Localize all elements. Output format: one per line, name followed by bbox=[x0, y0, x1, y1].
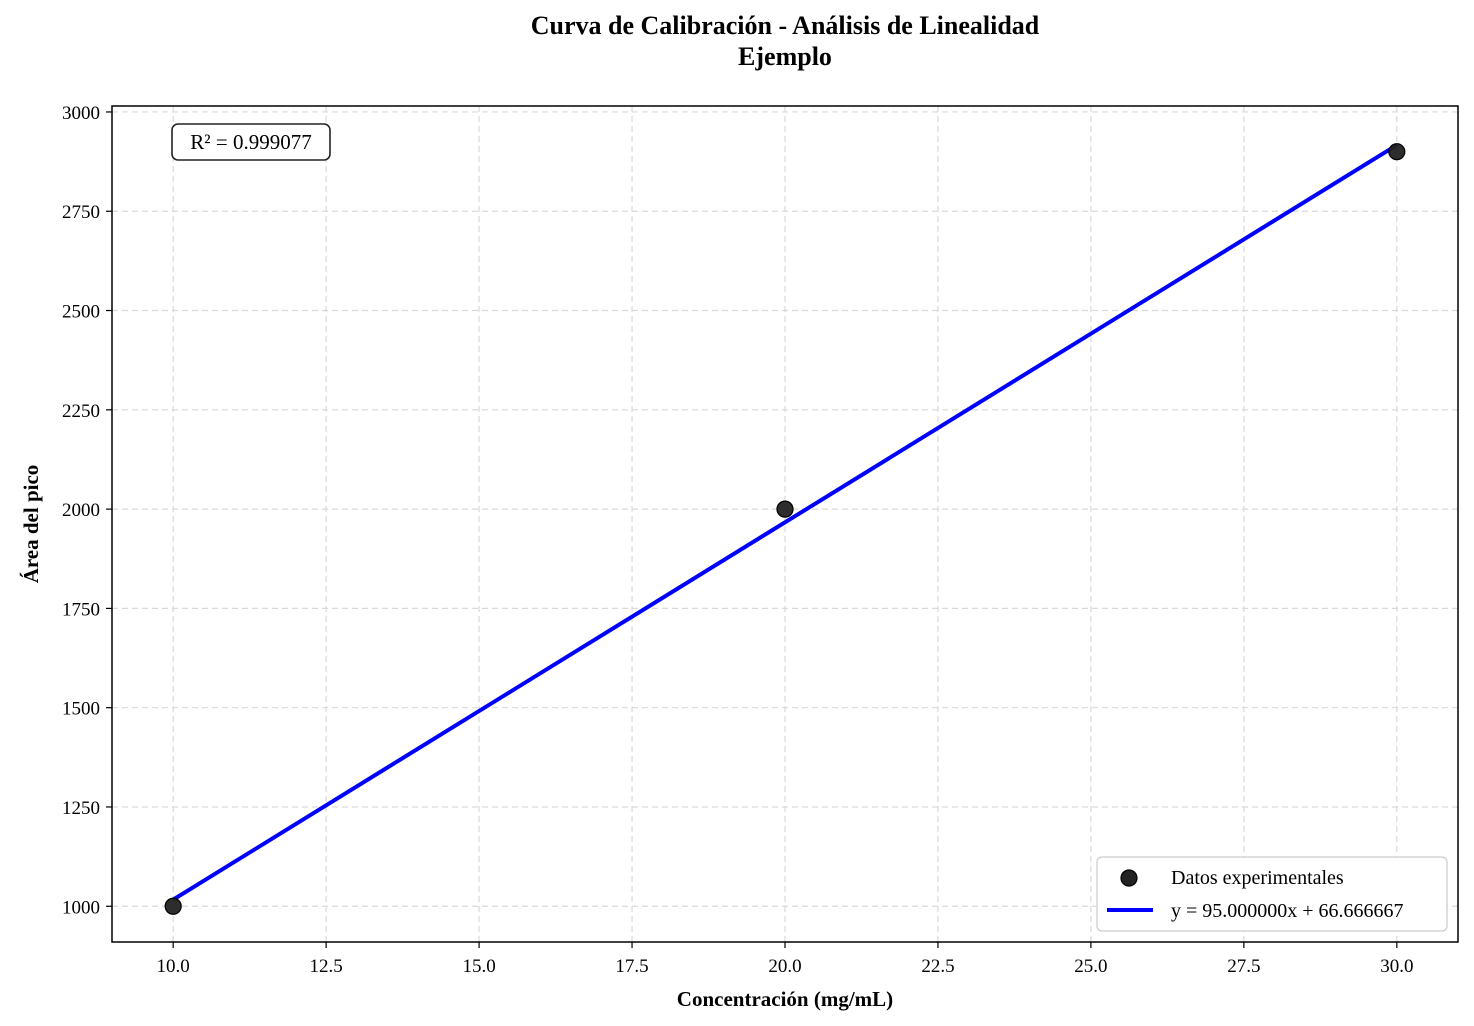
x-tick-label: 30.0 bbox=[1380, 956, 1413, 977]
y-tick-label: 2250 bbox=[62, 401, 100, 422]
grid bbox=[112, 106, 1458, 942]
x-tick-label: 10.0 bbox=[157, 956, 190, 977]
x-tick-label: 25.0 bbox=[1074, 956, 1107, 977]
x-axis-label: Concentración (mg/mL) bbox=[677, 987, 893, 1011]
data-point bbox=[164, 897, 182, 915]
x-tick-label: 20.0 bbox=[768, 956, 801, 977]
x-tick-label: 15.0 bbox=[462, 956, 495, 977]
y-tick-label: 3000 bbox=[62, 103, 100, 124]
x-tick-label: 17.5 bbox=[615, 956, 648, 977]
y-tick-label: 1500 bbox=[62, 699, 100, 720]
data-point bbox=[1388, 143, 1406, 161]
legend-label-line: y = 95.000000x + 66.666667 bbox=[1171, 900, 1404, 922]
y-tick-label: 1000 bbox=[62, 897, 100, 918]
y-axis-label: Área del pico bbox=[19, 465, 43, 584]
r2-box bbox=[171, 123, 331, 161]
legend: Datos experimentales y = 95.000000x + 66… bbox=[1096, 856, 1448, 932]
y-tick-label: 2000 bbox=[62, 500, 100, 521]
plot-series bbox=[164, 143, 1406, 915]
y-tick-label: 2500 bbox=[62, 302, 100, 323]
legend-box bbox=[1096, 856, 1448, 932]
x-axis-ticks: 10.0 12.5 15.0 17.5 20.0 22.5 25.0 27.5 30.0 bbox=[157, 942, 1413, 977]
plot-frame bbox=[111, 105, 1459, 943]
x-tick-label: 27.5 bbox=[1227, 956, 1260, 977]
chart-subtitle: Ejemplo bbox=[738, 42, 832, 71]
regression-line bbox=[172, 143, 1398, 902]
y-tick-label: 1250 bbox=[62, 798, 100, 819]
legend-marker-scatter bbox=[1120, 869, 1138, 887]
r2-text: R² = 0.999077 bbox=[190, 130, 311, 154]
x-tick-label: 22.5 bbox=[921, 956, 954, 977]
y-tick-label: 2750 bbox=[62, 202, 100, 223]
r2-annotation: R² = 0.999077 bbox=[171, 123, 331, 161]
chart-title: Curva de Calibración - Análisis de Linea… bbox=[531, 11, 1040, 40]
legend-label-scatter: Datos experimentales bbox=[1171, 867, 1344, 889]
data-point bbox=[776, 500, 794, 518]
y-axis-ticks: 1000 1250 1500 1750 2000 2250 2500 2750 3000 bbox=[62, 103, 112, 918]
x-tick-label: 12.5 bbox=[310, 956, 343, 977]
y-tick-label: 1750 bbox=[62, 599, 100, 620]
